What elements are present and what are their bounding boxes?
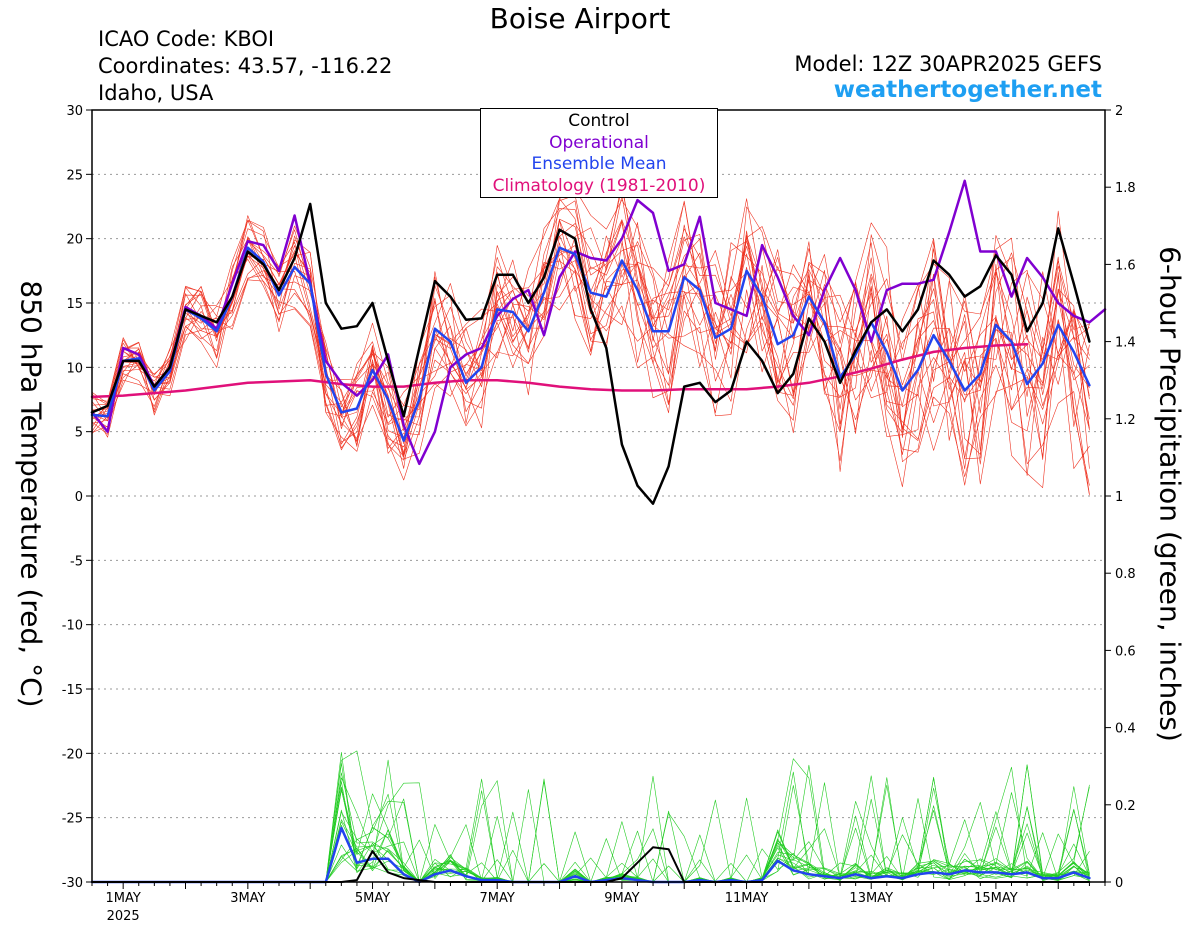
legend-control: Control: [568, 111, 630, 131]
y-tick-label-left: -10: [62, 619, 83, 634]
legend-ensemble-mean: Ensemble Mean: [531, 154, 667, 174]
precip-member-line: [91, 759, 1090, 883]
y-tick-label-right: 0.2: [1115, 799, 1136, 814]
precip-member-line: [91, 758, 1090, 883]
x-tick-label: 5MAY: [355, 891, 390, 906]
precip-member-line: [91, 777, 1090, 883]
y-tick-label-left: 20: [66, 233, 83, 248]
y-tick-label-left: 15: [66, 297, 83, 312]
temp-member-line: [91, 236, 1090, 469]
y-tick-label-right: 1.2: [1115, 413, 1136, 428]
x-tick-label: 3MAY: [230, 891, 265, 906]
legend: Control Operational Ensemble Mean Climat…: [480, 108, 718, 198]
x-tick-label: 11MAY: [725, 891, 769, 906]
x-tick-sublabel: 2025: [107, 909, 140, 924]
precip-member-line: [91, 772, 1090, 883]
precip-member-line: [91, 798, 1090, 883]
x-tick-label: 7MAY: [480, 891, 515, 906]
y-tick-label-left: -15: [62, 683, 83, 698]
y-tick-label-right: 1.4: [1115, 336, 1136, 351]
legend-operational: Operational: [549, 132, 649, 153]
y-tick-label-left: 10: [66, 361, 83, 376]
y-tick-label-left: -30: [62, 876, 83, 891]
y-tick-label-right: 0.6: [1115, 644, 1136, 659]
chart-title: Boise Airport: [489, 2, 671, 35]
y-axis-label-left: 850 hPa Temperature (red, °C): [14, 280, 48, 708]
region: Idaho, USA: [98, 81, 214, 105]
x-tick-label: 15MAY: [974, 891, 1018, 906]
temp-member-line: [91, 198, 1090, 461]
x-tick-label: 13MAY: [849, 891, 893, 906]
temp-member-line: [91, 195, 1090, 451]
temp-member-line: [91, 219, 1090, 470]
y-tick-label-left: -25: [62, 812, 83, 827]
temp-member-line: [91, 201, 1090, 496]
y-tick-label-left: -5: [70, 554, 83, 569]
y-tick-label-left: 30: [66, 104, 83, 119]
temp-member-line: [91, 208, 1090, 449]
model-run: Model: 12Z 30APR2025 GEFS: [794, 52, 1102, 76]
y-tick-label-left: 0: [75, 490, 83, 505]
site-link[interactable]: weathertogether.net: [833, 77, 1102, 103]
precip-member-line: [91, 775, 1090, 883]
coordinates: Coordinates: 43.57, -116.22: [98, 54, 393, 78]
legend-climatology: Climatology (1981-2010): [492, 175, 706, 196]
y-tick-label-right: 1.6: [1115, 258, 1136, 273]
control-line: [90, 202, 1091, 505]
temp-member-line: [91, 235, 1090, 463]
y-tick-label-right: 2: [1115, 104, 1123, 119]
y-tick-label-left: 25: [66, 168, 83, 183]
y-tick-label-right: 0.4: [1115, 722, 1136, 737]
icao-code: ICAO Code: KBOI: [98, 27, 275, 51]
operational-line: [90, 179, 1107, 466]
precip-member-line: [91, 798, 1090, 883]
y-tick-label-right: 1: [1115, 490, 1123, 505]
y-tick-label-right: 0: [1115, 876, 1123, 891]
x-tick-label: 9MAY: [604, 891, 639, 906]
y-tick-label-left: -20: [62, 747, 83, 762]
y-tick-label-right: 0.8: [1115, 567, 1136, 582]
y-axis-label-right: 6-hour Precipitation (green, inches): [1153, 246, 1187, 742]
y-tick-label-left: 5: [75, 426, 83, 441]
climatology-line: [90, 342, 1029, 399]
temp-member-line: [91, 182, 1090, 495]
ensemble-mean-line: [90, 246, 1091, 442]
precip-member-line: [91, 766, 1090, 883]
x-tick-label: 1MAY: [106, 891, 141, 906]
temp-member-line: [91, 188, 1090, 489]
precip-member-line: [91, 775, 1090, 883]
y-tick-label-right: 1.8: [1115, 181, 1136, 196]
